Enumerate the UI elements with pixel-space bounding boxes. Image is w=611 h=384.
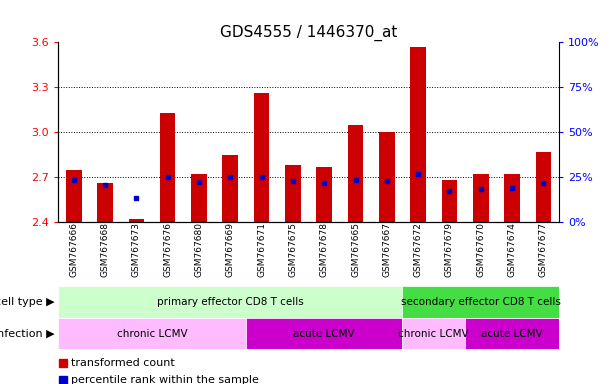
Bar <box>536 152 551 222</box>
Bar <box>403 286 559 318</box>
Text: transformed count: transformed count <box>71 358 174 368</box>
Text: GSM767668: GSM767668 <box>101 222 109 277</box>
Bar <box>58 318 246 349</box>
Bar <box>254 93 269 222</box>
Bar <box>191 174 207 222</box>
Bar <box>504 174 520 222</box>
Bar <box>128 219 144 222</box>
Text: GSM767672: GSM767672 <box>414 222 423 277</box>
Bar <box>316 167 332 222</box>
Text: GSM767680: GSM767680 <box>194 222 203 277</box>
Text: chronic LCMV: chronic LCMV <box>117 328 188 339</box>
Text: acute LCMV: acute LCMV <box>293 328 355 339</box>
Bar <box>160 113 175 222</box>
Bar <box>403 318 465 349</box>
Bar <box>97 183 113 222</box>
Bar <box>66 170 81 222</box>
Text: GSM767669: GSM767669 <box>226 222 235 277</box>
Bar <box>222 155 238 222</box>
Text: chronic LCMV: chronic LCMV <box>398 328 469 339</box>
Text: GSM767670: GSM767670 <box>477 222 485 277</box>
Bar <box>285 165 301 222</box>
Text: percentile rank within the sample: percentile rank within the sample <box>71 375 258 384</box>
Text: GSM767667: GSM767667 <box>382 222 391 277</box>
Text: GSM767671: GSM767671 <box>257 222 266 277</box>
Text: acute LCMV: acute LCMV <box>481 328 543 339</box>
Bar <box>465 318 559 349</box>
Text: secondary effector CD8 T cells: secondary effector CD8 T cells <box>401 296 561 307</box>
Text: infection ▶: infection ▶ <box>0 328 55 339</box>
Text: GSM767666: GSM767666 <box>69 222 78 277</box>
Text: cell type ▶: cell type ▶ <box>0 296 55 307</box>
Text: primary effector CD8 T cells: primary effector CD8 T cells <box>157 296 304 307</box>
Bar <box>379 132 395 222</box>
Text: GSM767679: GSM767679 <box>445 222 454 277</box>
Text: GSM767674: GSM767674 <box>508 222 516 277</box>
Bar <box>411 47 426 222</box>
Bar <box>246 318 403 349</box>
Bar <box>442 180 457 222</box>
Text: GSM767678: GSM767678 <box>320 222 329 277</box>
Bar <box>473 174 489 222</box>
Text: GSM767673: GSM767673 <box>132 222 141 277</box>
Text: GSM767675: GSM767675 <box>288 222 298 277</box>
Bar <box>58 286 403 318</box>
Title: GDS4555 / 1446370_at: GDS4555 / 1446370_at <box>220 25 397 41</box>
Text: GSM767665: GSM767665 <box>351 222 360 277</box>
Bar <box>348 125 364 222</box>
Text: GSM767676: GSM767676 <box>163 222 172 277</box>
Text: GSM767677: GSM767677 <box>539 222 548 277</box>
